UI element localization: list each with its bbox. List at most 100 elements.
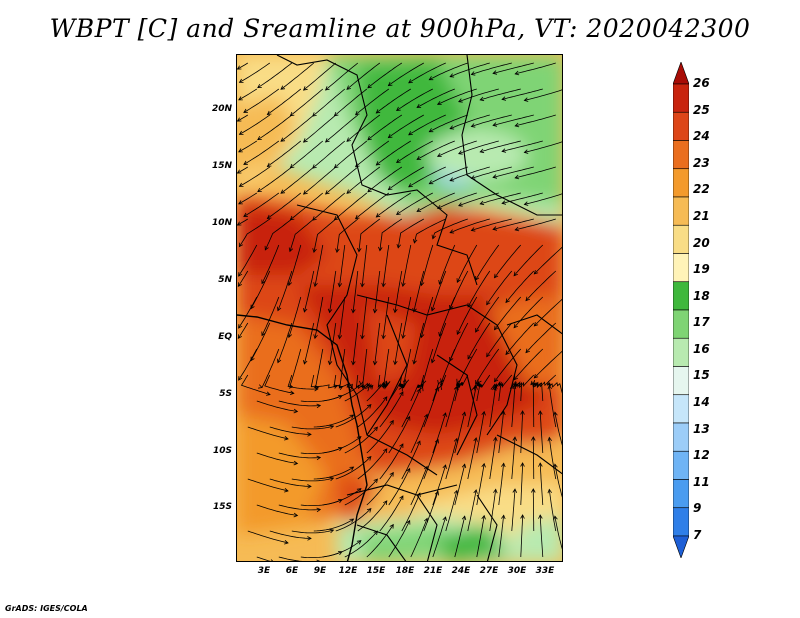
streamline-arrow — [513, 323, 518, 329]
streamline-arrow — [303, 359, 308, 365]
streamline — [401, 440, 421, 480]
streamline — [480, 88, 521, 101]
streamline — [322, 384, 362, 402]
streamline — [539, 515, 544, 558]
streamline — [471, 114, 512, 127]
streamline — [355, 88, 390, 116]
streamline-arrow — [238, 130, 244, 135]
streamline — [524, 141, 562, 153]
streamline — [532, 437, 535, 480]
streamline — [346, 166, 381, 194]
streamline-arrow — [237, 282, 242, 288]
streamline-arrow — [458, 150, 463, 155]
streamline — [413, 322, 425, 364]
streamline — [402, 296, 412, 339]
streamline-arrow — [512, 436, 518, 441]
streamline — [399, 374, 407, 389]
streamline-arrow — [479, 96, 485, 102]
streamline — [256, 556, 271, 561]
streamline-arrow — [396, 158, 401, 163]
streamline-arrow — [404, 378, 410, 384]
lat-label: 5S — [219, 389, 232, 399]
streamline-arrow — [383, 448, 388, 453]
colorbar-top-arrow — [673, 62, 689, 85]
streamline-arrow — [346, 137, 351, 142]
streamline — [243, 192, 280, 217]
streamline-arrow — [494, 273, 499, 279]
colorbar-segment — [673, 196, 689, 226]
streamline-arrow — [486, 352, 491, 358]
streamline — [534, 246, 562, 275]
lon-label: 15E — [366, 566, 386, 576]
streamline-arrow — [387, 185, 393, 191]
streamline-arrow — [302, 138, 308, 143]
streamline-arrow — [257, 188, 262, 193]
streamline-arrow — [288, 247, 294, 253]
streamline — [334, 140, 368, 169]
streamline — [346, 114, 381, 142]
streamline-arrow — [238, 182, 244, 187]
footer-credit: GrADS: IGES/COLA — [5, 604, 88, 613]
streamline-arrow — [456, 278, 461, 283]
streamline-arrow — [553, 515, 558, 521]
streamline — [420, 374, 425, 388]
streamline-arrow — [389, 523, 394, 529]
streamline — [554, 412, 562, 446]
streamline-arrow — [494, 325, 499, 331]
colorbar-label: 25 — [693, 102, 710, 117]
streamline — [287, 374, 318, 390]
streamline-arrow — [399, 443, 404, 448]
streamline-arrow — [512, 488, 518, 493]
streamline — [432, 383, 439, 402]
streamline — [456, 244, 478, 283]
streamline-arrow — [373, 530, 378, 536]
streamline-arrow — [396, 243, 402, 249]
streamline — [361, 296, 368, 339]
streamline-arrow — [481, 462, 486, 468]
streamline — [388, 468, 411, 506]
streamline — [532, 489, 535, 532]
streamline — [408, 166, 446, 188]
streamline — [243, 140, 280, 165]
streamline — [454, 464, 466, 506]
streamline-arrow — [266, 162, 272, 167]
streamline — [264, 374, 294, 394]
streamline-arrow — [302, 86, 308, 91]
streamline — [237, 218, 249, 226]
streamline-arrow — [238, 376, 243, 381]
streamline — [494, 244, 522, 278]
streamline — [431, 270, 447, 311]
colorbar-label: 18 — [693, 288, 710, 303]
streamline — [498, 515, 505, 558]
streamline — [458, 88, 499, 103]
streamline-arrow — [416, 155, 422, 160]
streamline — [256, 452, 298, 464]
streamline — [397, 218, 424, 248]
streamline — [376, 140, 412, 166]
streamline-arrow — [266, 391, 271, 396]
streamline — [374, 270, 381, 313]
streamline — [367, 166, 403, 193]
streamline-arrow — [493, 488, 498, 494]
colorbar-label: 14 — [693, 395, 710, 410]
streamline-arrow — [280, 189, 286, 194]
streamline-arrow — [553, 411, 558, 417]
streamline-arrow — [453, 437, 459, 443]
streamline-arrow — [412, 307, 417, 313]
streamline — [454, 516, 466, 558]
streamline-arrow — [266, 110, 272, 115]
streamline — [525, 322, 557, 353]
streamline-arrow — [470, 71, 476, 76]
streamline-arrow — [449, 177, 455, 182]
streamline-arrow — [430, 306, 436, 312]
streamline-arrow — [416, 207, 422, 212]
streamline — [515, 218, 556, 231]
streamline-arrow — [520, 514, 525, 519]
streamline — [388, 416, 411, 454]
streamline — [475, 296, 500, 333]
streamline — [237, 270, 249, 287]
streamline-arrow — [238, 242, 244, 248]
streamline — [325, 62, 359, 91]
streamline — [280, 114, 315, 142]
colorbar-segment — [673, 224, 689, 254]
